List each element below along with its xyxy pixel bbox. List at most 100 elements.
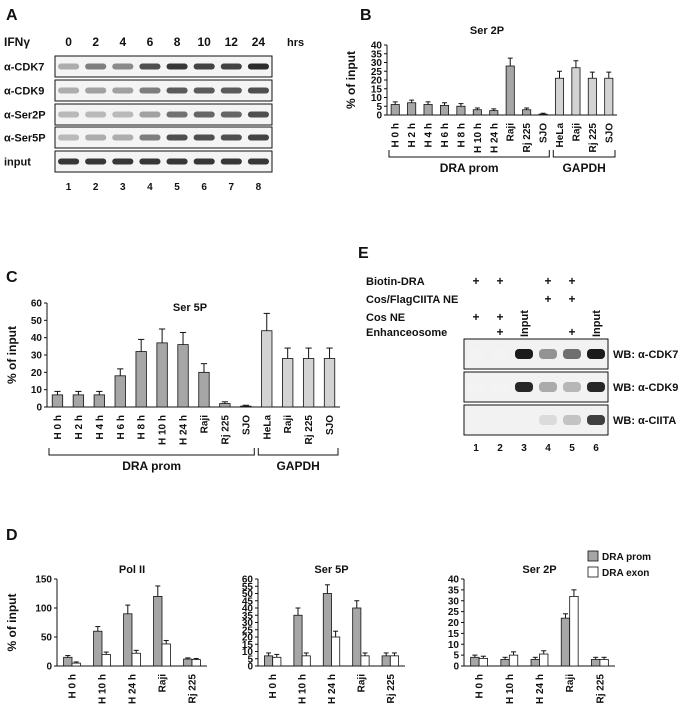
x-tick-label: H 8 h — [137, 415, 148, 439]
bar — [183, 658, 193, 667]
blot-band — [247, 63, 269, 70]
blot-label: WB: α-CIITA — [613, 415, 676, 427]
y-tick-label: 45 — [242, 596, 254, 607]
x-tick-label: H 0 h — [391, 123, 402, 147]
blot-band — [166, 87, 188, 94]
chart-title: Ser 5P — [173, 302, 207, 314]
blot-strip — [54, 126, 273, 149]
blot-band — [58, 63, 80, 70]
condition-mark: + — [544, 292, 551, 306]
bar — [530, 659, 540, 667]
group-label: DRA prom — [440, 161, 499, 175]
x-tick-label: H 0 h — [475, 674, 486, 698]
blot-band — [58, 134, 80, 141]
x-tick-label: H 2 h — [407, 123, 418, 147]
bar — [63, 656, 73, 667]
bar — [505, 65, 515, 116]
y-tick-label: 10 — [371, 93, 383, 104]
blot-band — [247, 134, 269, 141]
y-tick-label: 30 — [31, 351, 43, 362]
blot-band — [85, 134, 107, 141]
blot-label: α-CDK9 — [4, 86, 44, 98]
bar — [489, 110, 499, 116]
blot-band — [193, 111, 215, 118]
y-tick-label: 20 — [448, 618, 460, 629]
bar — [101, 654, 111, 667]
blot-band — [220, 158, 242, 165]
blot-stack: α-CDK7 α-CDK9 α-Ser2P α-Ser5P input — [4, 55, 273, 173]
x-tick-label: H 4 h — [424, 123, 435, 147]
blot-band — [220, 87, 242, 94]
blot-band — [112, 158, 134, 165]
y-axis-label: % of input — [344, 51, 358, 109]
bar — [472, 109, 482, 116]
blot-band — [112, 134, 134, 141]
lane-number: 4 — [147, 182, 153, 193]
blot-band — [539, 349, 557, 359]
bar — [500, 659, 510, 667]
blot-strip — [463, 371, 609, 403]
bar — [456, 105, 466, 116]
y-tick-label: 0 — [376, 111, 382, 122]
blot-band — [563, 382, 581, 392]
blot-band — [166, 63, 188, 70]
blot-label: input — [4, 157, 31, 169]
y-tick-label: 30 — [448, 596, 460, 607]
lane-number: 3 — [521, 443, 527, 454]
bar — [571, 67, 581, 116]
x-tick-label: SJO — [539, 123, 550, 143]
blot-band — [58, 111, 80, 118]
bar — [219, 403, 231, 408]
x-tick-label: Raji — [565, 674, 576, 693]
x-tick-label: SJO — [325, 415, 336, 435]
x-tick-label: H 0 h — [53, 415, 64, 439]
bar — [131, 652, 141, 667]
bar — [389, 655, 399, 667]
blot-band — [587, 382, 605, 392]
bar — [93, 394, 105, 408]
y-tick-label: 55 — [242, 582, 254, 593]
bar — [554, 77, 565, 116]
pol2-chart: Pol II % of input 0 50 100 150 H 0 h H 10 h H 24… — [5, 564, 207, 704]
x-tick-label: Rj 225 — [220, 415, 231, 445]
pulldown-blots: WB: α-CDK7 WB: α-CDK9 WB: α-CIITA — [463, 338, 678, 436]
blot-strip — [54, 103, 273, 126]
bar — [569, 596, 579, 667]
blot-band — [139, 134, 161, 141]
x-tick-label: Rj 225 — [304, 415, 315, 445]
blot-label: WB: α-CDK9 — [613, 382, 678, 394]
y-tick-label: 15 — [448, 629, 460, 640]
blot-band — [58, 87, 80, 94]
bar — [156, 342, 168, 408]
blot-band — [85, 63, 107, 70]
x-tick-label: H 10 h — [505, 674, 516, 704]
blot-strip — [54, 79, 273, 102]
bar — [177, 344, 189, 408]
group-label: DRA prom — [122, 459, 181, 473]
condition-mark: + — [472, 274, 479, 288]
y-tick-label: 50 — [31, 316, 43, 327]
group-bracket — [552, 150, 616, 158]
chart-title: Pol II — [119, 564, 145, 576]
y-axis-label: % of input — [5, 326, 19, 384]
panel-c: C Ser 5P % of input 0 10 20 30 40 50 60 H 0 h H 2 … — [5, 269, 340, 473]
blot-label: α-Ser5P — [4, 133, 46, 145]
x-tick-label: Rj 225 — [595, 674, 606, 704]
y-tick-label: 25 — [448, 607, 460, 618]
x-tick-label: Rj 225 — [588, 123, 599, 153]
x-tick-label: Raji — [283, 415, 294, 434]
y-tick-label: 0 — [247, 662, 253, 673]
x-tick-label: H 4 h — [95, 415, 106, 439]
blot-band — [563, 415, 581, 425]
bar — [153, 596, 163, 667]
blot-band — [467, 382, 485, 392]
y-tick-label: 10 — [242, 647, 254, 658]
lane-number: 5 — [174, 182, 180, 193]
condition-mark: + — [568, 274, 575, 288]
bar — [478, 657, 488, 667]
blot-band — [139, 87, 161, 94]
x-tick-label: SJO — [241, 415, 252, 435]
y-tick-label: 5 — [247, 654, 253, 665]
y-tick-label: 0 — [453, 662, 459, 673]
blot-band — [166, 158, 188, 165]
